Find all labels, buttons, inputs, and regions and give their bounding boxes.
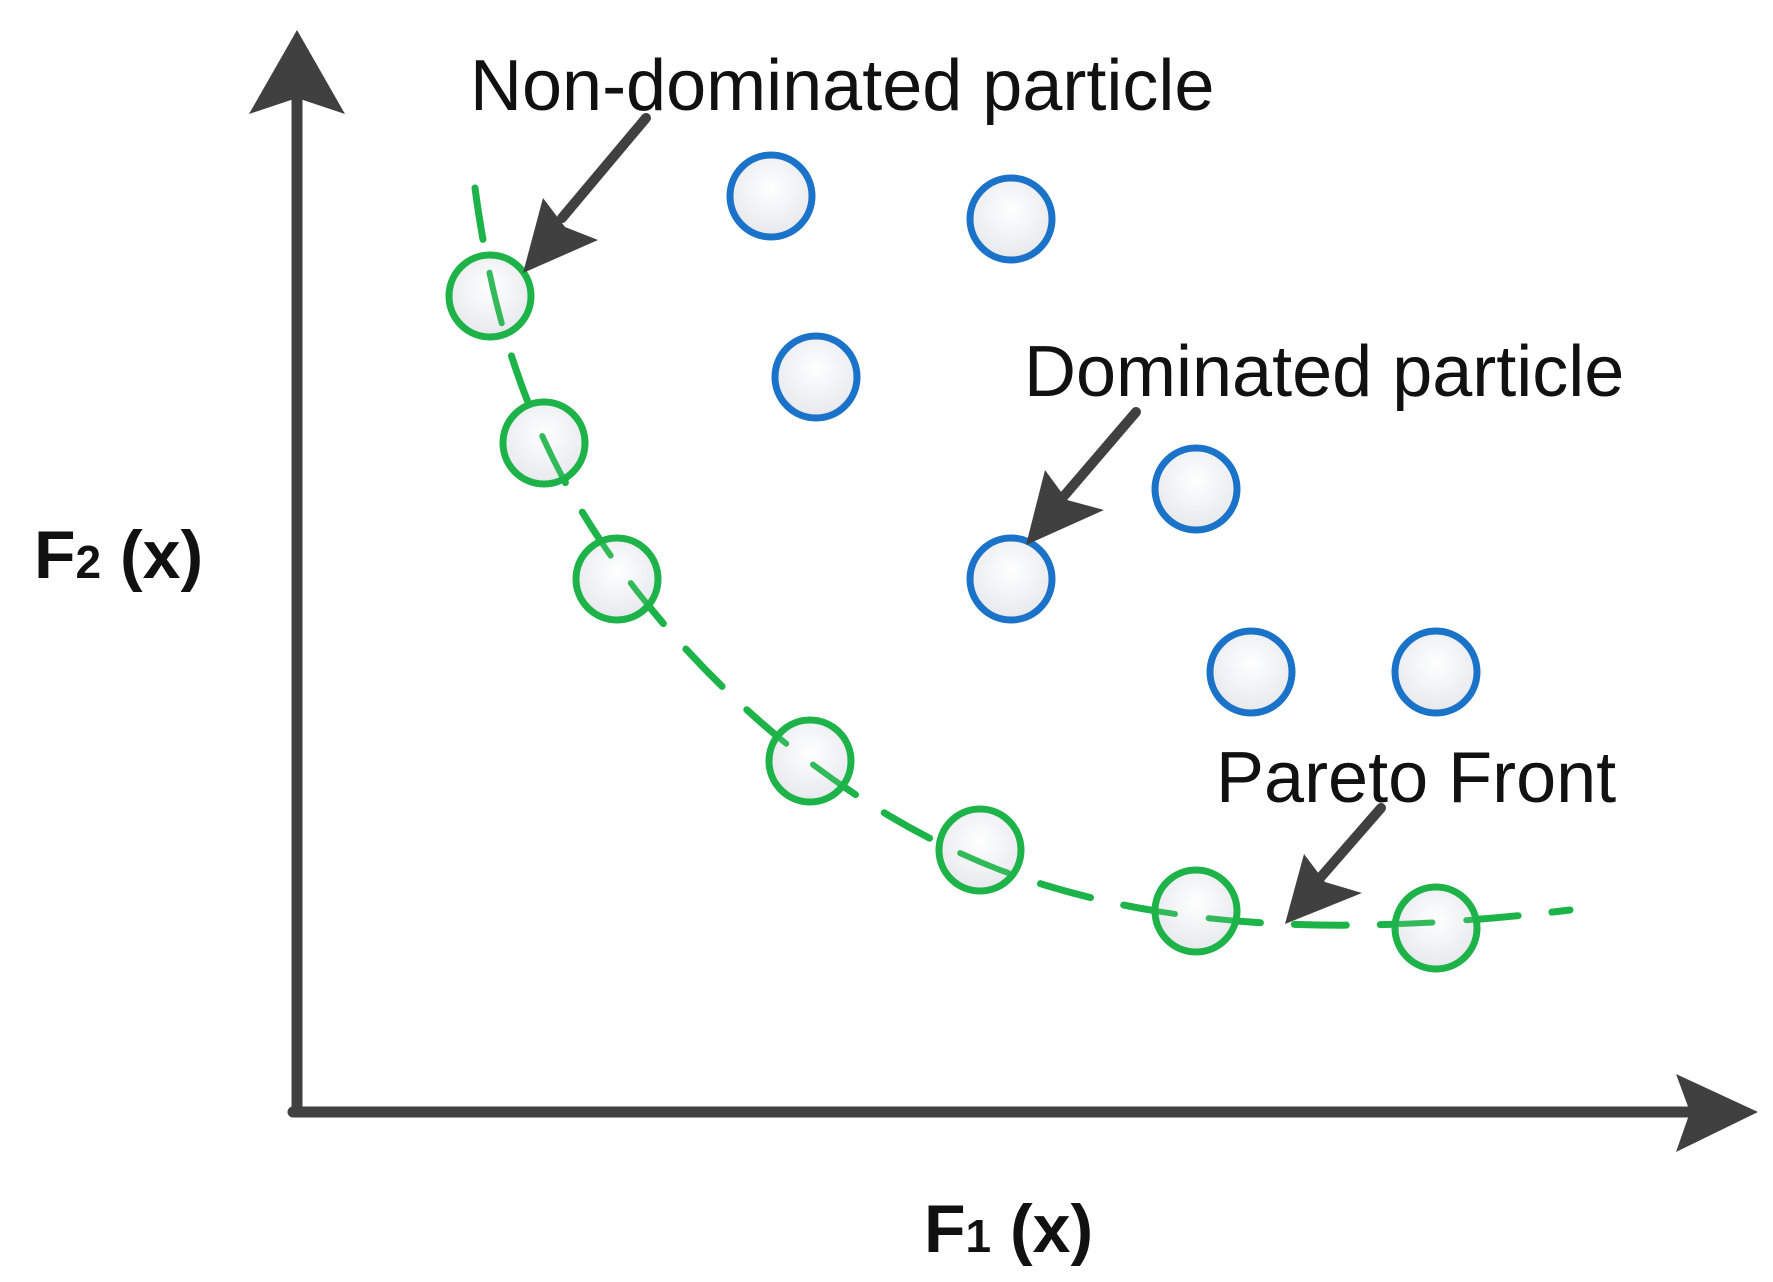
pareto-particle	[572, 534, 662, 624]
y-axis-label: F2 (x)	[34, 517, 203, 593]
dominated-particle	[966, 174, 1056, 264]
x-axis-label-subscript: 1	[966, 1210, 992, 1262]
x-axis-arrowhead	[1676, 1074, 1758, 1152]
pareto-front-curve-overlay	[472, 185, 1573, 929]
non-dominated-arrow-shaft	[557, 113, 651, 223]
pareto-particle	[445, 251, 535, 341]
non-dominated-label: Non-dominated particle	[470, 46, 1214, 126]
dominated-particles	[726, 151, 1481, 717]
dominated-particle	[1206, 627, 1296, 717]
dominated-particle	[966, 534, 1056, 624]
pareto-particle	[935, 805, 1025, 895]
dominated-particle	[1391, 627, 1481, 717]
pareto-front-label: Pareto Front	[1216, 738, 1616, 818]
dominated-particle	[726, 151, 816, 241]
y-axis-label-suffix: (x)	[101, 517, 203, 593]
non-dominated-arrowhead	[523, 198, 598, 273]
y-axis-arrowhead	[249, 30, 345, 114]
x-axis-label-prefix: F	[924, 1191, 966, 1267]
pareto-particle	[1391, 883, 1481, 973]
dominated-arrowhead	[1026, 470, 1104, 545]
dominated-arrow-shaft	[1059, 407, 1141, 501]
y-axis-label-prefix: F	[34, 517, 76, 593]
pareto-front-arrowhead	[1285, 854, 1362, 924]
pareto-particle	[765, 716, 855, 806]
y-axis-label-subscript: 2	[76, 536, 102, 588]
axes	[249, 30, 1758, 1152]
annotation-arrows	[523, 113, 1386, 924]
dominated-particle	[1151, 444, 1241, 534]
non-dominated-particles	[445, 251, 1481, 973]
x-axis-label: F1 (x)	[924, 1191, 1093, 1267]
dominated-particle	[771, 332, 861, 422]
dominated-label: Dominated particle	[1024, 332, 1624, 412]
pareto-front-arrow-shaft	[1315, 803, 1386, 883]
x-axis-label-suffix: (x)	[991, 1191, 1093, 1267]
